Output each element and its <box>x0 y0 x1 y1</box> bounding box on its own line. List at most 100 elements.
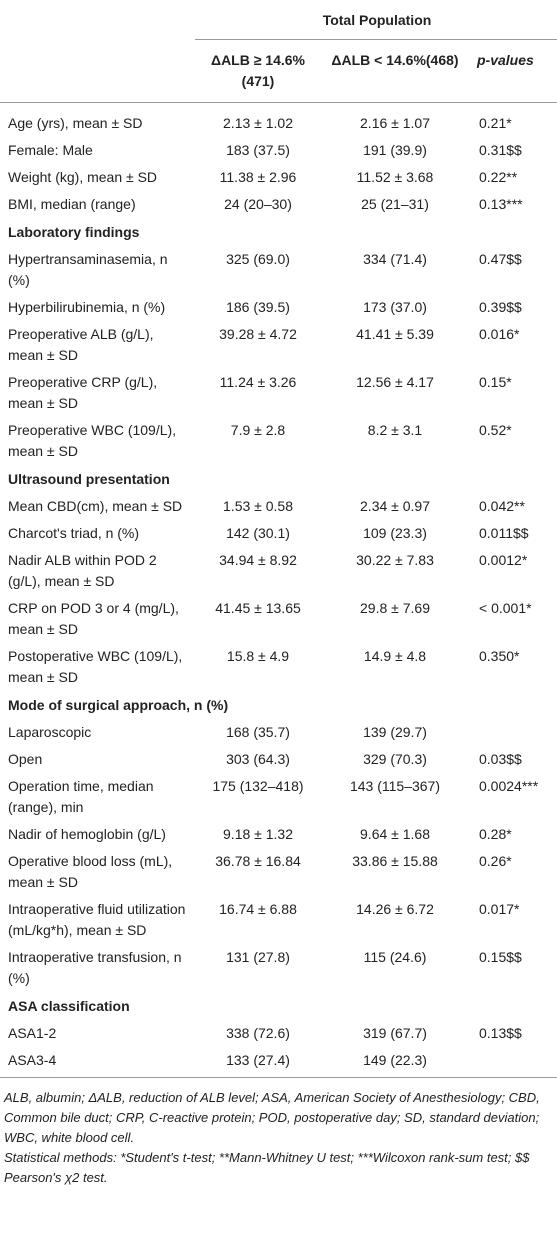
cell: 39.28 ± 4.72 <box>219 326 297 342</box>
cell: 191 (39.9) <box>363 142 427 158</box>
cell: 2.13 ± 1.02 <box>223 115 293 131</box>
cell: 173 (37.0) <box>363 299 427 315</box>
data-row: Intraoperative fluid utilization (mL/kg*… <box>0 896 557 944</box>
data-row: Preoperative CRP (g/L), mean ± SD 11.24 ±… <box>0 369 557 417</box>
cell: 14.26 ± 6.72 <box>356 901 434 917</box>
header-row: Total Population <box>0 0 557 40</box>
data-row: Hyperbilirubinemia, n (%) 186 (39.5) 173 (… <box>0 294 557 321</box>
cell: 168 (35.7) <box>226 724 290 740</box>
cell: 34.94 ± 8.92 <box>219 552 297 568</box>
cell: 115 (24.6) <box>363 949 427 965</box>
section-label: Mode of surgical approach, n (%) <box>8 697 229 713</box>
cell: 2.16 ± 1.07 <box>360 115 430 131</box>
cell: 0.22** <box>479 169 518 185</box>
cell: 0.31$$ <box>479 142 522 158</box>
cell: 142 (30.1) <box>226 525 290 541</box>
section-row: Ultrasound presentation <box>0 465 557 493</box>
data-row: Open 303 (64.3) 329 (70.3) 0.03$$ <box>0 746 557 773</box>
cell: 41.45 ± 13.65 <box>215 600 301 616</box>
cell: 0.47$$ <box>479 251 522 267</box>
cell: 15.8 ± 4.9 <box>226 648 290 664</box>
cell: 11.24 ± 3.26 <box>219 374 297 390</box>
data-row: Nadir ALB within POD 2 (g/L), mean ± SD 3… <box>0 547 557 595</box>
row-label: Operative blood loss (mL), mean ± SD <box>8 853 173 890</box>
cell: 0.0012* <box>479 552 528 568</box>
row-label: Hyperbilirubinemia, n (%) <box>8 299 166 315</box>
data-row: Weight (kg), mean ± SD 11.38 ± 2.96 11.52 … <box>0 164 557 191</box>
section-label: ASA classification <box>8 998 130 1014</box>
cell: 11.52 ± 3.68 <box>356 169 434 185</box>
section-row: Laboratory findings <box>0 218 557 246</box>
cell: 36.78 ± 16.84 <box>215 853 301 869</box>
data-row: Postoperative WBC (109/L), mean ± SD 15.8… <box>0 643 557 691</box>
cell: 0.016* <box>479 326 520 342</box>
cell: 0.350* <box>479 648 520 664</box>
row-label: ASA1-2 <box>8 1025 57 1041</box>
cell: 131 (27.8) <box>226 949 290 965</box>
cell: 2.34 ± 0.97 <box>360 498 430 514</box>
section-label: Laboratory findings <box>8 224 140 240</box>
cell: 303 (64.3) <box>226 751 290 767</box>
column-header: p-values <box>469 39 557 103</box>
data-row: Mean CBD(cm), mean ± SD 1.53 ± 0.58 2.34 ±… <box>0 493 557 520</box>
row-label: Laparoscopic <box>8 724 92 740</box>
cell: 0.26* <box>479 853 512 869</box>
cell: 0.39$$ <box>479 299 522 315</box>
row-label: Intraoperative fluid utilization (mL/kg*… <box>8 901 186 938</box>
cell: 319 (67.7) <box>363 1025 427 1041</box>
section-row: ASA classification <box>0 992 557 1020</box>
cell: 11.38 ± 2.96 <box>219 169 297 185</box>
cell: 16.74 ± 6.88 <box>219 901 297 917</box>
row-label: Weight (kg), mean ± SD <box>8 169 158 185</box>
row-label: Intraoperative transfusion, n (%) <box>8 949 182 986</box>
cell: 0.21* <box>479 115 512 131</box>
data-row: CRP on POD 3 or 4 (mg/L), mean ± SD 41.45… <box>0 595 557 643</box>
table-body: Age (yrs), mean ± SD 2.13 ± 1.02 2.16 ± 1.… <box>0 103 557 1078</box>
row-label: Charcot's triad, n (%) <box>8 525 140 541</box>
data-row: Nadir of hemoglobin (g/L) 9.18 ± 1.32 9.64… <box>0 821 557 848</box>
section-row: Mode of surgical approach, n (%) <box>0 691 557 719</box>
header-row: ΔALB ≥ 14.6%(471) ΔALB < 14.6%(468) p-valu… <box>0 39 557 103</box>
cell: 329 (70.3) <box>363 751 427 767</box>
cell: 0.13*** <box>479 196 523 212</box>
row-label: ASA3-4 <box>0 1047 195 1078</box>
column-header: ΔALB ≥ 14.6%(471) <box>195 39 319 103</box>
cell: 33.86 ± 15.88 <box>352 853 438 869</box>
cell: 183 (37.5) <box>226 142 290 158</box>
cell: 25 (21–31) <box>361 196 429 212</box>
row-label: Preoperative WBC (109/L), mean ± SD <box>8 422 177 459</box>
row-label: Age (yrs), mean ± SD <box>8 115 143 131</box>
cell: 0.042** <box>479 498 525 514</box>
cell: 338 (72.6) <box>226 1025 290 1041</box>
cell: 186 (39.5) <box>226 299 290 315</box>
cell: 0.03$$ <box>479 751 522 767</box>
row-label: Mean CBD(cm), mean ± SD <box>8 498 183 514</box>
cell: 29.8 ± 7.69 <box>360 600 430 616</box>
data-row: Age (yrs), mean ± SD 2.13 ± 1.02 2.16 ± 1.… <box>0 103 557 138</box>
footnote: Statistical methods: *Student's t-test; … <box>4 1150 530 1185</box>
row-label: CRP on POD 3 or 4 (mg/L), mean ± SD <box>8 600 179 637</box>
row-label: Preoperative ALB (g/L), mean ± SD <box>8 326 154 363</box>
row-label: Female: Male <box>8 142 93 158</box>
cell: 139 (29.7) <box>363 724 427 740</box>
row-label: Open <box>8 751 43 767</box>
row-label: Nadir of hemoglobin (g/L) <box>8 826 166 842</box>
cell: 0.13$$ <box>479 1025 522 1041</box>
row-label: Nadir ALB within POD 2 (g/L), mean ± SD <box>8 552 157 589</box>
cell: 0.017* <box>479 901 520 917</box>
data-row: Female: Male 183 (37.5) 191 (39.9) 0.31$$ <box>0 137 557 164</box>
column-header <box>0 39 195 103</box>
data-table: Total Population ΔALB ≥ 14.6%(471) ΔALB <… <box>0 0 557 1078</box>
cell: 109 (23.3) <box>363 525 427 541</box>
cell: 14.9 ± 4.8 <box>363 648 427 664</box>
footnotes: ALB, albumin; ΔALB, reduction of ALB lev… <box>0 1078 557 1188</box>
cell: 0.15* <box>479 374 512 390</box>
data-row: BMI, median (range) 24 (20–30) 25 (21–31) 0… <box>0 191 557 218</box>
section-label: Ultrasound presentation <box>8 471 170 487</box>
row-label: Preoperative CRP (g/L), mean ± SD <box>8 374 158 411</box>
data-row: Hypertransaminasemia, n (%) 325 (69.0) 334… <box>0 246 557 294</box>
cell: 12.56 ± 4.17 <box>356 374 434 390</box>
cell: 0.28* <box>479 826 512 842</box>
cell: 41.41 ± 5.39 <box>356 326 434 342</box>
